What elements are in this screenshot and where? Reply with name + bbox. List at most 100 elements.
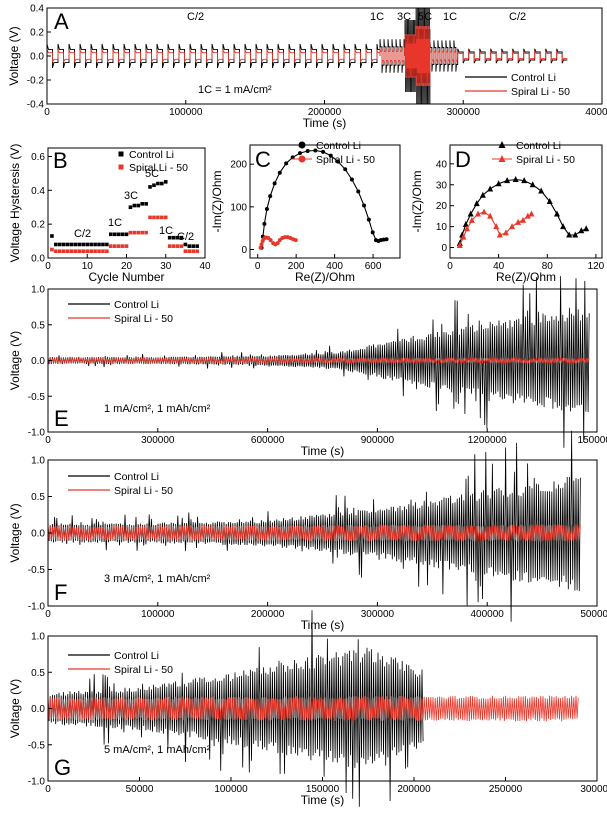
- data-point-control: [298, 151, 302, 156]
- legend-label-control: Control Li: [516, 140, 561, 152]
- x-tick-label: 900000: [361, 435, 395, 446]
- legend-marker-spiral: [118, 164, 124, 170]
- legend-label-spiral: Spiral Li - 50: [516, 154, 575, 166]
- y-tick-label: -1.0: [28, 602, 46, 613]
- x-tick-label: 250000: [489, 784, 523, 795]
- series-spiral-trace: [47, 356, 590, 365]
- panel-label: D: [455, 147, 471, 172]
- x-tick-label: 150000: [306, 784, 340, 795]
- data-point-control: [120, 232, 125, 237]
- legend-label-control: Control Li: [114, 650, 159, 662]
- data-point-control: [191, 244, 196, 248]
- data-point-spiral: [464, 225, 471, 232]
- x-tick-label: 30: [160, 261, 172, 272]
- x-tick-label: 80: [542, 261, 554, 272]
- data-point-control: [112, 232, 117, 237]
- x-tick-label: 0: [255, 261, 261, 272]
- y-axis-label: Voltage (V): [8, 503, 22, 562]
- data-point-spiral: [509, 223, 516, 230]
- data-point-spiral: [54, 249, 58, 254]
- legend-label-spiral: Spiral Li - 50: [114, 485, 173, 497]
- data-point-spiral: [183, 249, 188, 254]
- data-point-control: [109, 232, 113, 237]
- data-point-control: [467, 210, 474, 217]
- data-point-control: [97, 242, 101, 247]
- series-spiral-trace: [47, 695, 579, 722]
- data-point-control: [54, 242, 58, 247]
- data-point-spiral: [487, 212, 494, 219]
- x-tick-label: 100000: [141, 609, 175, 620]
- x-tick-label: 1200000: [468, 435, 507, 446]
- data-point-spiral: [481, 208, 488, 215]
- data-point-control: [290, 155, 295, 160]
- y-tick-label: 200: [230, 160, 247, 171]
- series-spiral-trace: [46, 25, 568, 87]
- data-point-spiral: [65, 249, 70, 254]
- data-point-spiral: [163, 215, 168, 220]
- x-tick-label: 600: [365, 261, 382, 272]
- y-tick-label: -1.0: [28, 777, 46, 788]
- panel-b: 0 10 20 30 40 0.0 0.2 0.4 0.6 Cycle Number Voltage…: [8, 144, 211, 284]
- data-point-control: [69, 242, 74, 247]
- y-tick-label: 0.5: [31, 320, 45, 331]
- data-point-control: [105, 242, 109, 247]
- legend-label-control: Control Li: [114, 299, 159, 311]
- data-point-control: [50, 234, 54, 238]
- data-point-control: [101, 242, 105, 247]
- plot-frame: [449, 144, 603, 259]
- y-tick-label: 10: [436, 222, 448, 233]
- x-tick-label: 400: [326, 261, 343, 272]
- legend-marker-control: [498, 141, 506, 148]
- x-tick-label: 10: [82, 261, 94, 272]
- data-point-control: [57, 242, 62, 247]
- data-point-control: [167, 235, 172, 240]
- data-point-spiral: [69, 249, 74, 254]
- data-point-spiral: [50, 247, 54, 252]
- data-point-control: [529, 181, 536, 188]
- data-point-control: [132, 203, 137, 208]
- data-point-spiral: [132, 230, 137, 235]
- panel-f: 0 100000 200000 300000 400000 500000 -1.0 -0.5 0…: [8, 430, 607, 632]
- y-tick-label: 0.0: [31, 529, 45, 540]
- data-point-control: [77, 242, 82, 247]
- data-point-spiral: [97, 249, 101, 254]
- panel-label: E: [54, 406, 69, 431]
- data-point-spiral: [175, 244, 180, 248]
- data-point-spiral: [120, 244, 125, 248]
- legend-label-control: Control Li: [114, 471, 159, 483]
- data-point-spiral: [85, 249, 90, 254]
- data-point-control: [336, 159, 341, 164]
- data-point-control: [277, 170, 282, 175]
- y-tick-label: 40: [436, 159, 448, 170]
- data-point-spiral: [167, 244, 172, 248]
- data-point-spiral: [57, 249, 62, 254]
- data-point-control: [321, 149, 326, 154]
- data-point-control: [175, 235, 180, 240]
- data-point-control: [343, 167, 348, 172]
- panel-a: 0 100000 200000 300000 400000 -0.4 -0.2 0.0 0.2 0…: [7, 4, 607, 131]
- y-tick-label: 0.2: [30, 28, 44, 39]
- data-point-spiral: [259, 242, 264, 247]
- current-annotation: 1C = 1 mA/cm²: [198, 84, 272, 96]
- data-point-spiral: [144, 230, 148, 235]
- y-tick-label: 30: [436, 180, 448, 191]
- x-tick-label: 300000: [141, 435, 175, 446]
- y-tick-label: 1.0: [31, 456, 45, 467]
- data-point-control: [546, 198, 553, 204]
- x-axis-label: Time (s): [301, 793, 345, 807]
- panel-c: 0 200 400 6000100200Re(Z)/Ohm-Im(Z)/OhmCCon…: [210, 140, 401, 284]
- x-tick-label: 40: [199, 261, 211, 272]
- x-tick-label: 300000: [580, 784, 607, 795]
- data-point-spiral: [116, 244, 121, 248]
- data-point-control: [349, 177, 354, 182]
- data-point-control: [512, 176, 519, 183]
- data-point-control: [171, 235, 176, 240]
- data-point-spiral: [152, 215, 156, 220]
- data-point-control: [560, 223, 567, 230]
- data-point-control: [264, 206, 269, 211]
- data-point-control: [116, 232, 121, 237]
- y-tick-label: -0.5: [28, 565, 46, 576]
- x-tick-label: 0: [45, 435, 51, 446]
- data-point-control: [578, 227, 585, 234]
- data-point-spiral: [195, 249, 199, 254]
